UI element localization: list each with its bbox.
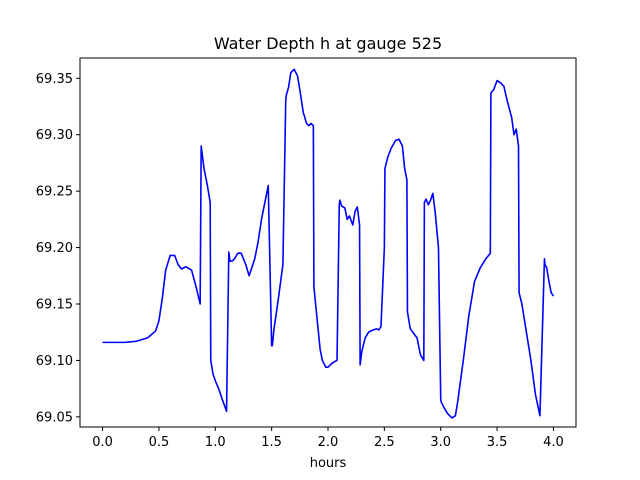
x-tick-label: 4.0 (543, 435, 564, 450)
x-tick-label: 2.5 (374, 435, 395, 450)
x-axis-ticks: 0.0 0.5 1.0 1.5 2.0 2.5 3.0 3.5 4.0 (92, 427, 564, 450)
y-tick-label: 69.05 (36, 410, 73, 425)
y-axis-ticks: 69.05 69.10 69.15 69.20 69.25 69.30 69.35 (36, 72, 80, 425)
x-tick-label: 1.5 (261, 435, 282, 450)
chart-title: Water Depth h at gauge 525 (214, 34, 442, 53)
y-tick-label: 69.30 (36, 128, 73, 143)
y-tick-label: 69.10 (36, 354, 73, 369)
x-tick-label: 3.5 (487, 435, 508, 450)
y-tick-label: 69.20 (36, 241, 73, 256)
series-line-0 (102, 68, 555, 419)
x-tick-label: 1.0 (205, 435, 226, 450)
plot-area (80, 58, 576, 427)
x-tick-label: 2.0 (318, 435, 339, 450)
series-layer (102, 68, 555, 419)
y-tick-label: 69.25 (36, 185, 73, 200)
y-tick-label: 69.35 (36, 72, 73, 87)
y-tick-label: 69.15 (36, 298, 73, 313)
x-tick-label: 3.0 (430, 435, 451, 450)
x-axis-title: hours (310, 456, 347, 471)
x-tick-label: 0.5 (149, 435, 170, 450)
x-tick-label: 0.0 (92, 435, 113, 450)
